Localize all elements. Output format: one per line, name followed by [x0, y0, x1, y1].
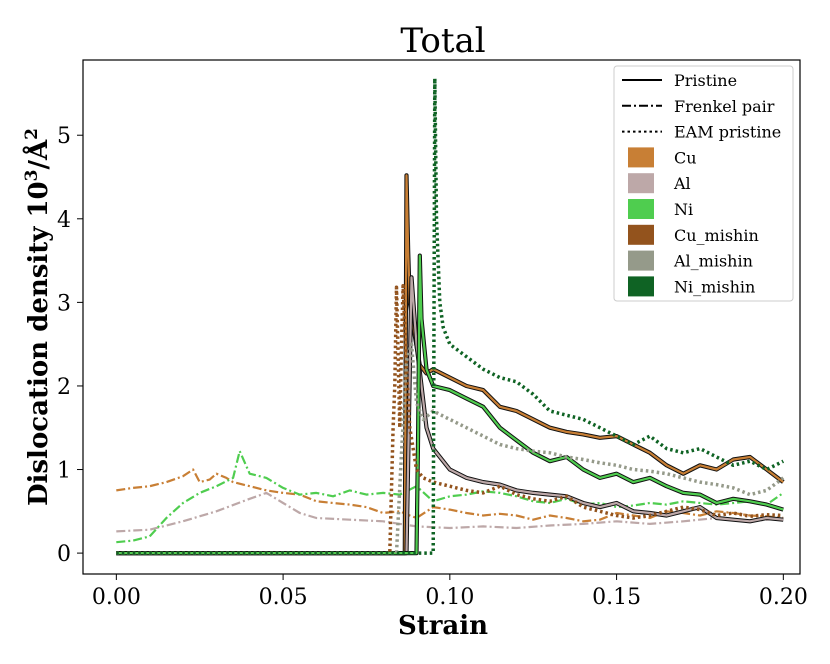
- legend-swatch-al-mishin: [628, 250, 654, 271]
- series-line-1: [116, 491, 784, 533]
- plot-series-group: [116, 76, 785, 556]
- series-line-2: [116, 450, 784, 544]
- legend-label-frenkel-pair: Frenkel pair: [674, 97, 775, 116]
- plot-frame: [82, 59, 801, 575]
- y-axis-label-base: Dislocation density 10: [24, 181, 54, 506]
- legend-label-ni-mishin: Ni_mishin: [674, 277, 755, 296]
- y-tick-label: 4: [57, 208, 71, 233]
- series-line-3: [116, 174, 784, 555]
- y-axis-label-exp2: 2: [22, 128, 42, 140]
- legend-box: [613, 65, 794, 302]
- y-tick-label: 5: [57, 124, 71, 149]
- legend-label-al: Al: [673, 174, 691, 193]
- series-al-frenkel-pair: [116, 491, 784, 533]
- series-line-5: [116, 254, 784, 555]
- series-cu-pristine: [116, 173, 785, 556]
- x-tick-label: 0.20: [759, 585, 808, 610]
- y-tick-label: 3: [57, 291, 71, 316]
- y-axis-label: Dislocation density 103/Å2: [22, 128, 54, 506]
- legend-swatch-ni-mishin: [628, 276, 654, 297]
- series-ni-pristine: [116, 253, 784, 556]
- legend-swatch-ni: [628, 199, 654, 219]
- y-axis-label-exp1: 3: [22, 170, 42, 182]
- legend-label-cu-mishin: Cu_mishin: [674, 226, 759, 245]
- legend-label-al-mishin: Al_mishin: [673, 252, 753, 271]
- legend-label-ni: Ni: [674, 200, 693, 219]
- x-tick-label: 0.10: [425, 585, 474, 610]
- y-axis-label-unit: /Å: [23, 139, 54, 169]
- series-line-0: [116, 468, 784, 523]
- x-axis: 0.00 0.05 0.10 0.15 0.20: [92, 574, 808, 610]
- legend-label-eam-pristine: EAM pristine: [674, 123, 781, 142]
- legend-swatch-cu: [628, 147, 654, 168]
- series-ni-frenkel-pair: [116, 450, 784, 544]
- chart-title: Total: [400, 21, 485, 61]
- legend-swatch-al: [628, 173, 654, 194]
- legend-swatch-cu-mishin: [628, 224, 654, 245]
- legend: Pristine Frenkel pair EAM pristine Cu Al Ni Cu…: [613, 65, 794, 302]
- legend-label-pristine: Pristine: [674, 71, 737, 90]
- series-cu-mishin-eam-pristine: [116, 283, 784, 555]
- y-tick-label: 0: [57, 542, 71, 567]
- series-cu-frenkel-pair: [116, 468, 784, 523]
- x-axis-label: Strain: [398, 611, 488, 641]
- y-axis: 0 1 2 3 4 5: [57, 124, 83, 567]
- series-line-6: [116, 283, 784, 555]
- x-tick-label: 0.05: [259, 585, 308, 610]
- x-tick-label: 0.00: [92, 585, 141, 610]
- y-tick-label: 2: [57, 375, 71, 400]
- x-tick-label: 0.15: [592, 585, 641, 610]
- legend-label-cu: Cu: [674, 148, 697, 167]
- y-tick-label: 1: [57, 459, 71, 484]
